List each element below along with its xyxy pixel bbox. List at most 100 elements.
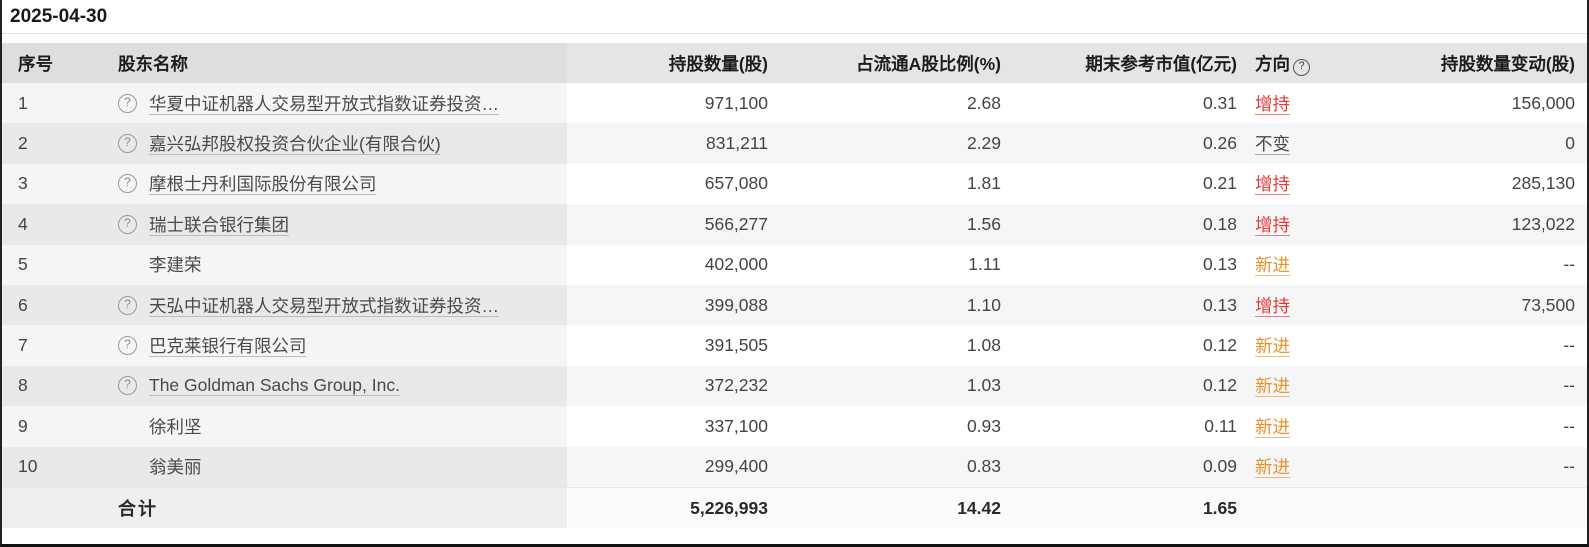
question-mark-circle-icon[interactable]: ? [118, 174, 137, 194]
column-header-change[interactable]: 持股数量变动(股) [1341, 43, 1587, 83]
shareholder-name-link[interactable]: The Goldman Sachs Group, Inc. [149, 375, 400, 396]
shareholder-name-link[interactable]: 嘉兴弘邦股权投资合伙企业(有限合伙) [149, 134, 441, 155]
shareholder-name-wrapper: ? 巴克莱银行有限公司 [118, 333, 567, 358]
market-value-cell: 0.18 [1019, 204, 1247, 245]
market-value-cell: 0.11 [1019, 406, 1247, 447]
shareholder-name-link[interactable]: 天弘中证机器人交易型开放式指数证券投资… [149, 295, 499, 316]
question-mark-circle-icon[interactable]: ? [1293, 58, 1310, 76]
market-value-cell: 0.12 [1019, 325, 1247, 366]
shareholder-name-link[interactable]: 巴克莱银行有限公司 [149, 336, 307, 357]
direction-cell: 增持 [1247, 284, 1341, 326]
table-header-row: 序号 股东名称 持股数量(股) 占流通A股比例(%) 期末参考市值(亿元) 方向… [2, 43, 1587, 83]
total-direction-cell [1247, 486, 1341, 529]
column-header-index[interactable]: 序号 [2, 43, 88, 83]
direction-cell: 不变 [1247, 123, 1341, 164]
float-share-percent-cell: 0.93 [786, 406, 1019, 447]
float-share-percent-cell: 1.56 [786, 204, 1019, 245]
market-value-cell: 0.26 [1019, 123, 1247, 164]
holding-change-cell: 156,000 [1341, 83, 1587, 124]
holding-quantity-cell: 971,100 [567, 83, 786, 124]
holding-quantity-cell: 402,000 [567, 244, 786, 285]
question-mark-circle-icon[interactable]: ? [118, 295, 137, 315]
column-header-percent[interactable]: 占流通A股比例(%) [786, 43, 1019, 83]
shareholder-name-link[interactable]: 华夏中证机器人交易型开放式指数证券投资… [149, 93, 499, 114]
table-row: 4? 瑞士联合银行集团 566,277 1.56 0.18 增持 123,022 [2, 204, 1587, 245]
row-index-cell: 1 [2, 83, 88, 124]
shareholder-name-cell: ? 摩根士丹利国际股份有限公司 [88, 163, 567, 205]
direction-badge[interactable]: 增持 [1255, 214, 1290, 235]
float-share-percent-cell: 1.81 [786, 163, 1019, 205]
total-quantity-cell: 5,226,993 [567, 486, 786, 529]
row-index-cell: 5 [2, 244, 88, 285]
shareholder-name-text: 李建荣 [149, 255, 202, 276]
market-value-cell: 0.09 [1019, 446, 1247, 488]
float-share-percent-cell: 2.68 [786, 83, 1019, 124]
holding-quantity-cell: 391,505 [567, 325, 786, 366]
holding-quantity-cell: 657,080 [567, 163, 786, 205]
column-header-name[interactable]: 股东名称 [88, 43, 567, 83]
direction-cell: 增持 [1247, 204, 1341, 245]
direction-badge[interactable]: 新进 [1255, 416, 1290, 437]
report-date-bar: 2025-04-30 [2, 0, 1587, 34]
shareholder-name-wrapper: ?徐利坚 [118, 414, 567, 439]
direction-cell: 新进 [1247, 446, 1341, 488]
direction-cell: 增持 [1247, 163, 1341, 205]
table-row: 8? The Goldman Sachs Group, Inc. 372,232 1.… [2, 365, 1587, 407]
shareholder-name-cell: ?李建荣 [88, 244, 567, 285]
shareholder-name-cell: ? 瑞士联合银行集团 [88, 204, 567, 245]
direction-badge[interactable]: 新进 [1255, 336, 1290, 357]
direction-cell: 新进 [1247, 244, 1341, 285]
shareholder-name-link[interactable]: 摩根士丹利国际股份有限公司 [149, 174, 377, 195]
column-header-market-value[interactable]: 期末参考市值(亿元) [1019, 43, 1247, 83]
shareholder-name-cell: ?翁美丽 [88, 446, 567, 488]
holding-quantity-cell: 831,211 [567, 123, 786, 164]
direction-badge[interactable]: 不变 [1255, 134, 1290, 155]
float-share-percent-cell: 2.29 [786, 123, 1019, 164]
shareholder-name-cell: ? 天弘中证机器人交易型开放式指数证券投资… [88, 284, 567, 326]
shareholder-name-wrapper: ? 嘉兴弘邦股权投资合伙企业(有限合伙) [118, 131, 567, 156]
direction-badge[interactable]: 新进 [1255, 457, 1290, 478]
total-market-value-cell: 1.65 [1019, 486, 1247, 529]
question-mark-circle-icon[interactable]: ? [118, 336, 137, 356]
direction-badge[interactable]: 增持 [1255, 174, 1290, 195]
market-value-cell: 0.31 [1019, 83, 1247, 124]
shareholder-name-wrapper: ?翁美丽 [118, 454, 567, 479]
row-index-cell: 9 [2, 406, 88, 447]
float-share-percent-cell: 1.03 [786, 365, 1019, 407]
float-share-percent-cell: 1.11 [786, 244, 1019, 285]
column-header-direction[interactable]: 方向? [1247, 43, 1341, 83]
question-mark-circle-icon[interactable]: ? [118, 376, 137, 396]
total-percent-cell: 14.42 [786, 486, 1019, 529]
total-index-cell [2, 486, 88, 529]
row-index-cell: 3 [2, 163, 88, 205]
table-row: 6? 天弘中证机器人交易型开放式指数证券投资… 399,088 1.10 0.13 增持 7… [2, 284, 1587, 326]
shareholder-name-cell: ? 华夏中证机器人交易型开放式指数证券投资… [88, 83, 567, 124]
table-row: 2? 嘉兴弘邦股权投资合伙企业(有限合伙) 831,211 2.29 0.26 不变 0 [2, 123, 1587, 164]
direction-badge[interactable]: 增持 [1255, 93, 1290, 114]
holding-quantity-cell: 399,088 [567, 284, 786, 326]
column-header-quantity[interactable]: 持股数量(股) [567, 43, 786, 83]
table-body: 1? 华夏中证机器人交易型开放式指数证券投资… 971,100 2.68 0.31 增持 1… [2, 83, 1587, 529]
shareholder-name-link[interactable]: 瑞士联合银行集团 [149, 214, 289, 235]
market-value-cell: 0.13 [1019, 284, 1247, 326]
row-index-cell: 7 [2, 325, 88, 366]
question-mark-circle-icon[interactable]: ? [118, 93, 137, 113]
question-mark-circle-icon[interactable]: ? [118, 214, 137, 234]
shareholder-name-cell: ? 嘉兴弘邦股权投资合伙企业(有限合伙) [88, 123, 567, 164]
holding-change-cell: 123,022 [1341, 204, 1587, 245]
table-row: 7? 巴克莱银行有限公司 391,505 1.08 0.12 新进 -- [2, 325, 1587, 366]
shareholder-name-wrapper: ? 摩根士丹利国际股份有限公司 [118, 171, 567, 196]
table-row: 1? 华夏中证机器人交易型开放式指数证券投资… 971,100 2.68 0.31 增持 1… [2, 83, 1587, 124]
total-label-cell: 合计 [88, 486, 567, 529]
direction-cell: 增持 [1247, 83, 1341, 124]
direction-badge[interactable]: 新进 [1255, 255, 1290, 276]
total-change-cell [1341, 486, 1587, 529]
direction-badge[interactable]: 增持 [1255, 295, 1290, 316]
holding-change-cell: -- [1341, 446, 1587, 488]
direction-badge[interactable]: 新进 [1255, 376, 1290, 397]
question-mark-circle-icon[interactable]: ? [118, 134, 137, 154]
title-table-gap [2, 34, 1587, 43]
holding-change-cell: -- [1341, 325, 1587, 366]
